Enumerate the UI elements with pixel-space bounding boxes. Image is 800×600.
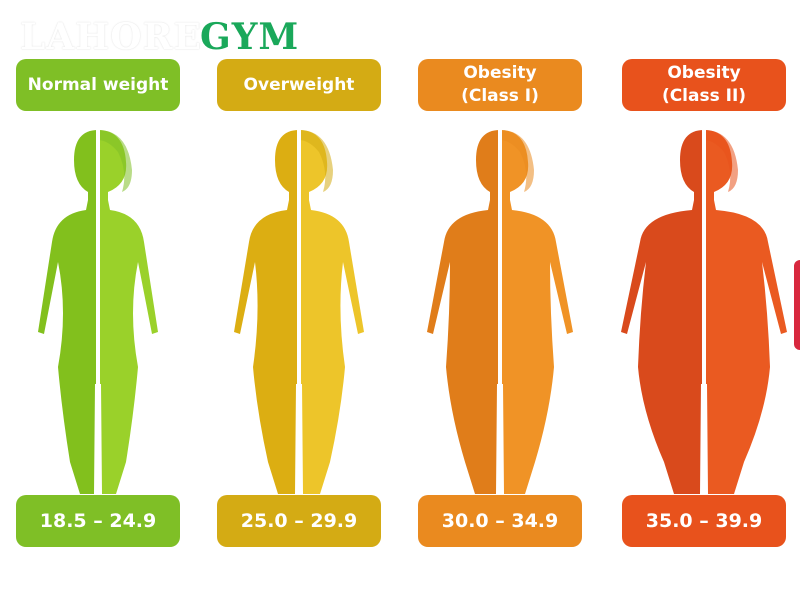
- logo-brand-text: GYM: [199, 16, 300, 58]
- category-label-pill: Normal weight: [16, 59, 180, 111]
- category-label-line1: Overweight: [243, 74, 355, 95]
- bmi-range-pill: 35.0 – 39.9: [622, 495, 786, 547]
- category-label-line2: (Class I): [461, 86, 539, 106]
- bmi-range-value: 18.5 – 24.9: [39, 510, 157, 532]
- silhouette-divider: [297, 126, 301, 496]
- silhouette-divider: [96, 126, 100, 496]
- silhouette-right-half: [500, 130, 573, 494]
- category-obesity-class-1: Obesity (Class I) 30.0 – 34.9: [418, 0, 582, 600]
- logo-watermark-text: LAHORE: [20, 16, 202, 58]
- body-silhouette-icon: [38, 126, 158, 496]
- category-label-line1: Obesity: [463, 63, 537, 83]
- category-label-pill: Overweight: [217, 59, 381, 111]
- bmi-range-value: 30.0 – 34.9: [441, 510, 559, 532]
- silhouette-left-half: [621, 130, 704, 494]
- body-silhouette-icon: [234, 126, 364, 496]
- bmi-range-pill: 25.0 – 29.9: [217, 495, 381, 547]
- logo: LAHORE GYM: [20, 12, 299, 62]
- category-label-line1: Obesity: [667, 63, 741, 83]
- next-category-edge: [794, 260, 800, 350]
- silhouette-divider: [498, 126, 502, 496]
- silhouette-left-half: [234, 130, 299, 494]
- silhouette-left-half: [427, 130, 500, 494]
- silhouette-right-half: [299, 130, 364, 494]
- silhouette-left-half: [38, 130, 98, 494]
- bmi-range-value: 25.0 – 29.9: [240, 510, 358, 532]
- silhouette-right-half: [704, 130, 787, 494]
- silhouette-right-half: [98, 130, 158, 494]
- category-overweight: Overweight 25.0 – 29.9: [217, 0, 381, 600]
- category-normal-weight: Normal weight 18.5 – 24.9: [16, 0, 180, 600]
- category-label-line2: (Class II): [661, 86, 747, 106]
- category-label-pill: Obesity (Class II): [622, 59, 786, 111]
- category-label-pill: Obesity (Class I): [418, 59, 582, 111]
- bmi-range-pill: 18.5 – 24.9: [16, 495, 180, 547]
- category-obesity-class-2: Obesity (Class II) 35.0 – 39.9: [621, 0, 787, 600]
- body-silhouette-icon: [621, 126, 787, 496]
- body-silhouette-icon: [427, 126, 573, 496]
- category-label-line1: Normal weight: [27, 74, 169, 95]
- silhouette-divider: [702, 126, 706, 496]
- bmi-range-value: 35.0 – 39.9: [645, 510, 763, 532]
- bmi-range-pill: 30.0 – 34.9: [418, 495, 582, 547]
